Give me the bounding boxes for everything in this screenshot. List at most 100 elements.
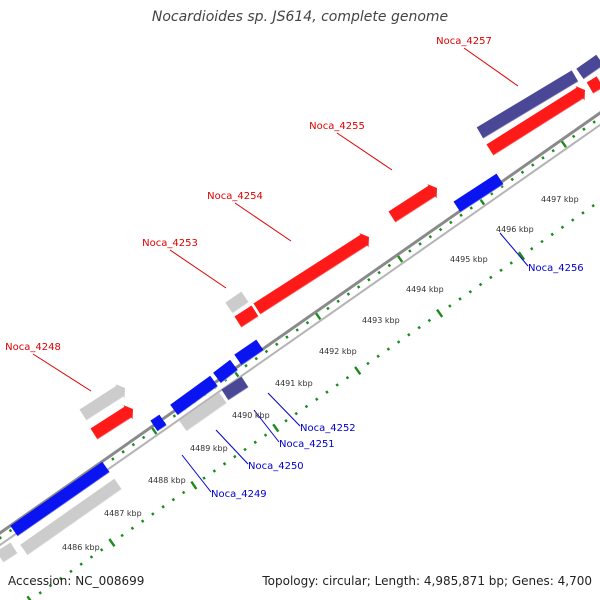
tick-mark: [335, 383, 339, 387]
tick-mark: [386, 347, 391, 351]
gene-noca-4250-highlight: [177, 385, 219, 416]
tick-mark: [325, 390, 329, 394]
axis-label: 4494 kbp: [406, 285, 444, 294]
tick-mark: [448, 304, 452, 308]
tick-mark: [254, 356, 258, 361]
tick-mark: [407, 333, 411, 337]
label-noca-4250: Noca_4250: [215, 429, 304, 472]
tick-mark: [591, 204, 595, 208]
gene-red-edge-inner-highlight: [592, 88, 600, 95]
tick-mark: [305, 321, 310, 325]
tick-mark: [459, 213, 463, 217]
gene-grey-inner-1-highlight: [27, 488, 123, 556]
tick-mark: [79, 562, 83, 566]
tick-mark: [478, 282, 483, 287]
tick-mark: [244, 364, 248, 368]
label-noca-4253: Noca_4253: [142, 238, 227, 289]
gene-noca-4248-body: [90, 405, 133, 440]
tick-mark: [89, 555, 94, 559]
tick-mark: [550, 232, 554, 237]
gene-noca-4252-body: [234, 339, 264, 366]
axis-label: 4491 kbp: [275, 379, 313, 388]
axis-label: 4497 kbp: [541, 195, 579, 204]
label-noca-4249-text: Noca_4249: [211, 489, 267, 500]
gene-noca-4249-highlight: [17, 471, 111, 537]
label-noca-4249-leader: [181, 454, 212, 493]
gene-highlight-edge-outer-body: [576, 54, 600, 80]
gene-grey-edge-left-body: [0, 542, 18, 563]
gene-highlight-inner: [221, 376, 249, 402]
tick-mark: [376, 354, 380, 358]
tick-mark: [541, 156, 545, 160]
tick-mark: [336, 299, 340, 303]
gene-noca-4257-cds-highlight: [493, 98, 584, 157]
tick-mark: [38, 591, 42, 595]
label-noca-4251: Noca_4251: [253, 409, 335, 450]
tick-mark: [294, 411, 298, 416]
label-noca-4255: Noca_4255: [309, 121, 393, 171]
tick-mark: [275, 342, 279, 346]
tick-mark: [354, 366, 362, 375]
gene-noca-4253-body: [234, 305, 259, 328]
tick-mark: [517, 251, 526, 261]
gene-highlight-inner-highlight: [228, 386, 249, 402]
tick-mark: [346, 292, 351, 296]
tick-mark: [540, 239, 544, 244]
tick-mark: [367, 278, 371, 282]
label-noca-4251-leader: [253, 409, 280, 443]
gene-noca-4251-highlight: [220, 369, 239, 384]
gene-noca-4250: [170, 375, 219, 416]
gene-grey-inner-2: [179, 392, 228, 432]
tick-mark: [592, 120, 596, 124]
label-noca-4257-leader: [463, 47, 519, 87]
tick-mark: [284, 419, 288, 423]
tick-mark: [212, 469, 217, 473]
tick-mark: [468, 290, 473, 294]
tick-mark: [131, 442, 136, 447]
tick-mark: [571, 218, 575, 222]
tick-mark: [285, 335, 289, 339]
gene-noca-4248: [90, 405, 133, 441]
tick-mark: [418, 242, 422, 246]
tick-mark: [449, 220, 453, 225]
gene-grey-outer-2-body: [225, 291, 249, 314]
tick-mark: [121, 450, 125, 454]
tick-mark: [428, 235, 433, 239]
label-noca-4256-leader: [499, 232, 529, 267]
tick-mark: [436, 308, 444, 318]
tick-mark: [151, 512, 155, 516]
gene-highlight-edge-outer: [576, 54, 600, 80]
tick-mark: [130, 526, 135, 531]
gene-grey-inner-2-body: [179, 392, 227, 432]
tick-mark: [366, 361, 370, 366]
label-noca-4253-text: Noca_4253: [142, 238, 198, 249]
tick-mark: [202, 476, 206, 480]
gene-noca-4255-body: [388, 184, 437, 223]
gene-highlight-edge-outer-highlight: [583, 66, 600, 80]
genome-stats-text: Topology: circular; Length: 4,985,871 bp…: [262, 574, 592, 588]
gene-noca-4253: [234, 305, 259, 329]
inner-tick-track: [26, 195, 600, 600]
tick-mark: [377, 270, 381, 275]
tick-mark: [108, 538, 116, 547]
tick-mark: [520, 170, 525, 174]
gene-noca-4249-body: [10, 461, 110, 537]
tick-mark: [581, 211, 585, 215]
gene-blue-small-highlight: [157, 424, 168, 433]
axis-label: 4486 kbp: [62, 543, 100, 552]
tick-mark: [304, 404, 309, 409]
label-noca-4254: Noca_4254: [207, 191, 292, 242]
label-noca-4252-leader: [267, 392, 301, 427]
gene-noca-4251: [213, 359, 239, 384]
axis-label: 4496 kbp: [496, 225, 534, 234]
tick-mark: [427, 318, 432, 323]
tick-mark: [253, 440, 257, 445]
label-noca-4256: Noca_4256: [499, 232, 584, 274]
tick-mark: [469, 206, 473, 210]
tick-mark: [263, 433, 268, 437]
label-noca-4249: Noca_4249: [181, 454, 267, 500]
gene-red-edge-inner-body: [586, 76, 600, 94]
axis-label: 4495 kbp: [450, 255, 488, 264]
label-noca-4248-text: Noca_4248: [5, 342, 61, 353]
